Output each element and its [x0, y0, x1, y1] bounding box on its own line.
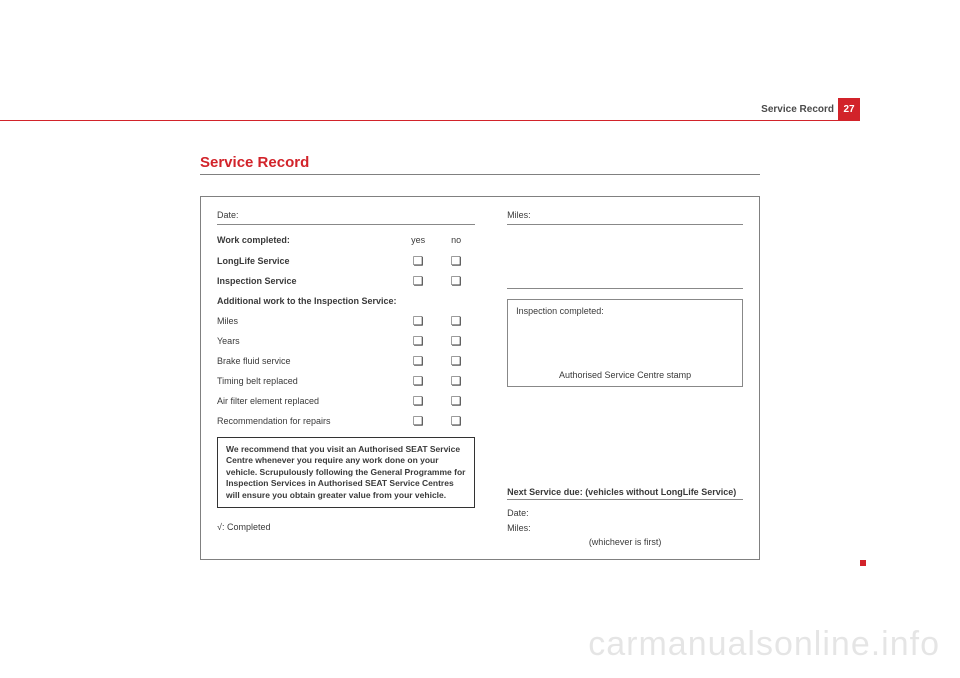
- checkbox-yes[interactable]: ❏: [399, 315, 437, 327]
- checkbox-yes[interactable]: ❏: [399, 395, 437, 407]
- section-title: Service Record: [200, 154, 309, 171]
- row-longlife: LongLife Service ❏ ❏: [217, 251, 475, 271]
- checkbox-no[interactable]: ❏: [437, 255, 475, 267]
- section-rule: [200, 174, 760, 175]
- row-label: Air filter element replaced: [217, 396, 399, 406]
- row-miles: Miles ❏ ❏: [217, 311, 475, 331]
- record-columns: Date: Work completed: yes no LongLife Se…: [201, 197, 759, 559]
- page-number-box: 27: [838, 98, 860, 120]
- row-label: Recommendation for repairs: [217, 416, 399, 426]
- checkbox-no[interactable]: ❏: [437, 375, 475, 387]
- checkbox-yes[interactable]: ❏: [399, 275, 437, 287]
- date-label: Date:: [217, 210, 239, 220]
- additional-header: Additional work to the Inspection Servic…: [217, 291, 475, 311]
- checkbox-no[interactable]: ❏: [437, 415, 475, 427]
- row-years: Years ❏ ❏: [217, 331, 475, 351]
- whichever-label: (whichever is first): [507, 537, 743, 547]
- row-inspection: Inspection Service ❏ ❏: [217, 271, 475, 291]
- row-timing-belt: Timing belt replaced ❏ ❏: [217, 371, 475, 391]
- blank-line: [507, 255, 743, 289]
- corner-marker: [860, 560, 866, 566]
- next-miles-label: Miles:: [507, 521, 743, 535]
- service-record-box: Date: Work completed: yes no LongLife Se…: [200, 196, 760, 560]
- stamp-box: Inspection completed: Authorised Service…: [507, 299, 743, 387]
- row-label: LongLife Service: [217, 256, 399, 266]
- date-field: Date:: [217, 211, 475, 225]
- recommendation-box: We recommend that you visit an Authorise…: [217, 437, 475, 508]
- header-label: Service Record: [761, 104, 834, 115]
- row-label: Inspection Service: [217, 276, 399, 286]
- checkbox-yes[interactable]: ❏: [399, 375, 437, 387]
- row-label: Miles: [217, 316, 399, 326]
- checkbox-no[interactable]: ❏: [437, 335, 475, 347]
- col-yes: yes: [399, 235, 437, 245]
- stamp-caption: Authorised Service Centre stamp: [508, 370, 742, 380]
- next-service-label: Next Service due: (vehicles without Long…: [507, 487, 743, 500]
- miles-label: Miles:: [507, 210, 531, 220]
- checkbox-yes[interactable]: ❏: [399, 255, 437, 267]
- next-date-label: Date:: [507, 506, 743, 520]
- row-label: Timing belt replaced: [217, 376, 399, 386]
- row-brake-fluid: Brake fluid service ❏ ❏: [217, 351, 475, 371]
- miles-field: Miles:: [507, 211, 743, 225]
- work-completed-header: Work completed: yes no: [217, 235, 475, 245]
- col-no: no: [437, 235, 475, 245]
- row-label: Years: [217, 336, 399, 346]
- header-rule: [0, 120, 860, 121]
- checkbox-no[interactable]: ❏: [437, 355, 475, 367]
- checkbox-no[interactable]: ❏: [437, 395, 475, 407]
- additional-label: Additional work to the Inspection Servic…: [217, 296, 399, 306]
- checkbox-no[interactable]: ❏: [437, 315, 475, 327]
- right-column: Miles: Inspection completed: Authorised …: [491, 197, 759, 559]
- left-column: Date: Work completed: yes no LongLife Se…: [201, 197, 491, 559]
- stamp-title: Inspection completed:: [516, 306, 604, 316]
- row-recommendation: Recommendation for repairs ❏ ❏: [217, 411, 475, 431]
- page: Service Record 27 Service Record Date: W…: [0, 0, 960, 678]
- watermark: carmanualsonline.info: [588, 625, 940, 664]
- checkbox-yes[interactable]: ❏: [399, 415, 437, 427]
- row-label: Brake fluid service: [217, 356, 399, 366]
- completed-note: √: Completed: [217, 522, 475, 532]
- checkbox-yes[interactable]: ❏: [399, 355, 437, 367]
- work-completed-label: Work completed:: [217, 235, 399, 245]
- checkbox-no[interactable]: ❏: [437, 275, 475, 287]
- row-air-filter: Air filter element replaced ❏ ❏: [217, 391, 475, 411]
- checkbox-yes[interactable]: ❏: [399, 335, 437, 347]
